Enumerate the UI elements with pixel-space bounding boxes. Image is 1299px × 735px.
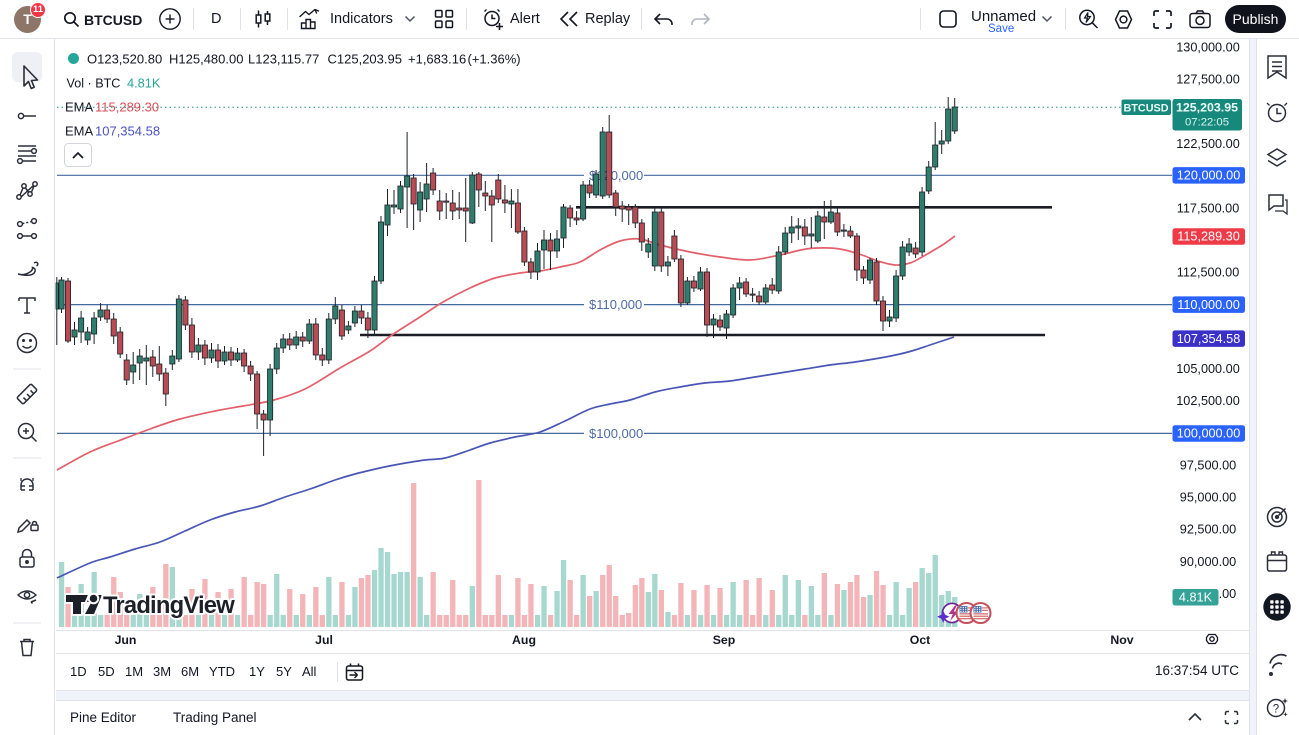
svg-text:Jun: Jun: [115, 633, 137, 647]
svg-text:115,289.30: 115,289.30: [95, 100, 159, 115]
svg-text:115,289.30: 115,289.30: [1177, 230, 1240, 244]
svg-text:127,500.00: 127,500.00: [1176, 73, 1240, 87]
svg-text:(+1.36%): (+1.36%): [468, 52, 521, 67]
svg-text:95,000.00: 95,000.00: [1180, 491, 1236, 505]
svg-text:125,203.95: 125,203.95: [1176, 101, 1238, 115]
svg-text:107,354.58: 107,354.58: [95, 124, 160, 139]
svg-text:H125,480.00: H125,480.00: [169, 52, 243, 67]
svg-text:O123,520.80: O123,520.80: [87, 52, 162, 67]
svg-text:C125,203.95: C125,203.95: [328, 52, 402, 67]
svg-text:120,000.00: 120,000.00: [1177, 169, 1241, 183]
svg-text:102,500.00: 102,500.00: [1176, 394, 1240, 408]
svg-text:$110,000: $110,000: [589, 297, 642, 312]
svg-text:112,500.00: 112,500.00: [1177, 266, 1240, 280]
svg-text:122,500.00: 122,500.00: [1176, 137, 1240, 151]
svg-text:107,354.58: 107,354.58: [1177, 332, 1241, 346]
svg-text:4.81K: 4.81K: [1179, 591, 1213, 605]
svg-text:?: ?: [1273, 704, 1279, 716]
svg-text:07:22:05: 07:22:05: [1185, 117, 1229, 129]
svg-text:BTCUSD: BTCUSD: [1124, 102, 1169, 114]
svg-text:97,500.00: 97,500.00: [1180, 458, 1236, 472]
svg-text:L123,115.77: L123,115.77: [248, 52, 319, 67]
svg-text:$100,000: $100,000: [589, 426, 643, 441]
svg-text:130,000.00: 130,000.00: [1176, 41, 1240, 55]
svg-text:105,000.00: 105,000.00: [1176, 362, 1240, 376]
svg-text:4.81K: 4.81K: [127, 76, 161, 91]
svg-text:EMA: EMA: [65, 100, 94, 115]
svg-text:Nov: Nov: [1110, 633, 1133, 647]
svg-text:Sep: Sep: [713, 633, 736, 647]
svg-text:110,000.00: 110,000.00: [1177, 298, 1240, 312]
svg-text:92,500.00: 92,500.00: [1180, 523, 1236, 537]
svg-text:TradingView: TradingView: [103, 592, 235, 619]
svg-text:100,000.00: 100,000.00: [1177, 427, 1241, 441]
svg-text:Oct: Oct: [910, 633, 931, 647]
svg-text:Aug: Aug: [512, 633, 536, 647]
svg-text:Jul: Jul: [315, 633, 333, 647]
svg-text:+1,683.16: +1,683.16: [408, 52, 466, 67]
svg-text:90,000.00: 90,000.00: [1180, 555, 1236, 569]
svg-text:Vol · BTC: Vol · BTC: [67, 77, 121, 91]
svg-text:EMA: EMA: [65, 124, 94, 139]
svg-text:117,500.00: 117,500.00: [1177, 201, 1240, 215]
